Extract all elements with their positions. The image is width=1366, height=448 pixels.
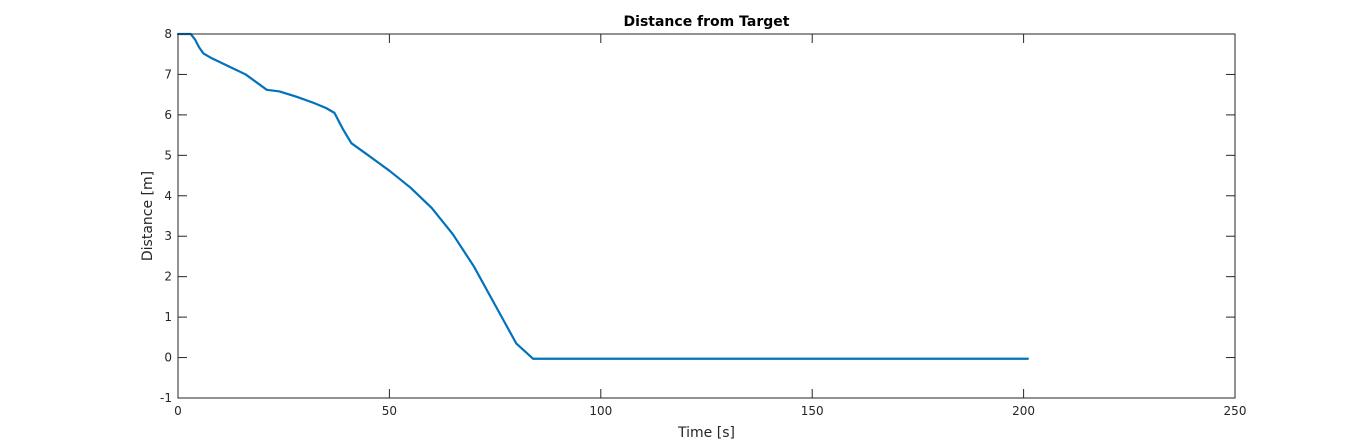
x-tick-label: 50 [382,404,397,418]
x-tick-label: 200 [1012,404,1035,418]
x-axis-label: Time [s] [677,425,735,441]
y-tick-label: -1 [160,391,172,405]
y-tick-label: 5 [164,148,172,162]
plot-area [178,34,1235,398]
y-tick-label: 1 [164,310,172,324]
y-axis-label: Distance [m] [140,171,156,261]
y-tick-label: 6 [164,108,172,122]
y-tick-label: 8 [164,27,172,41]
x-tick-label: 150 [801,404,824,418]
chart-title: Distance from Target [624,14,790,30]
y-tick-label: 7 [164,67,172,81]
y-tick-label: 4 [164,189,172,203]
y-tick-label: 0 [164,351,172,365]
y-tick-label: 3 [164,229,172,243]
series-line-0 [176,32,1029,360]
x-tick-label: 100 [589,404,612,418]
axes-frame [177,33,1236,399]
y-tick-label: 2 [164,270,172,284]
x-tick-label: 250 [1224,404,1247,418]
x-tick-label: 0 [174,404,182,418]
series-group [176,32,1029,360]
